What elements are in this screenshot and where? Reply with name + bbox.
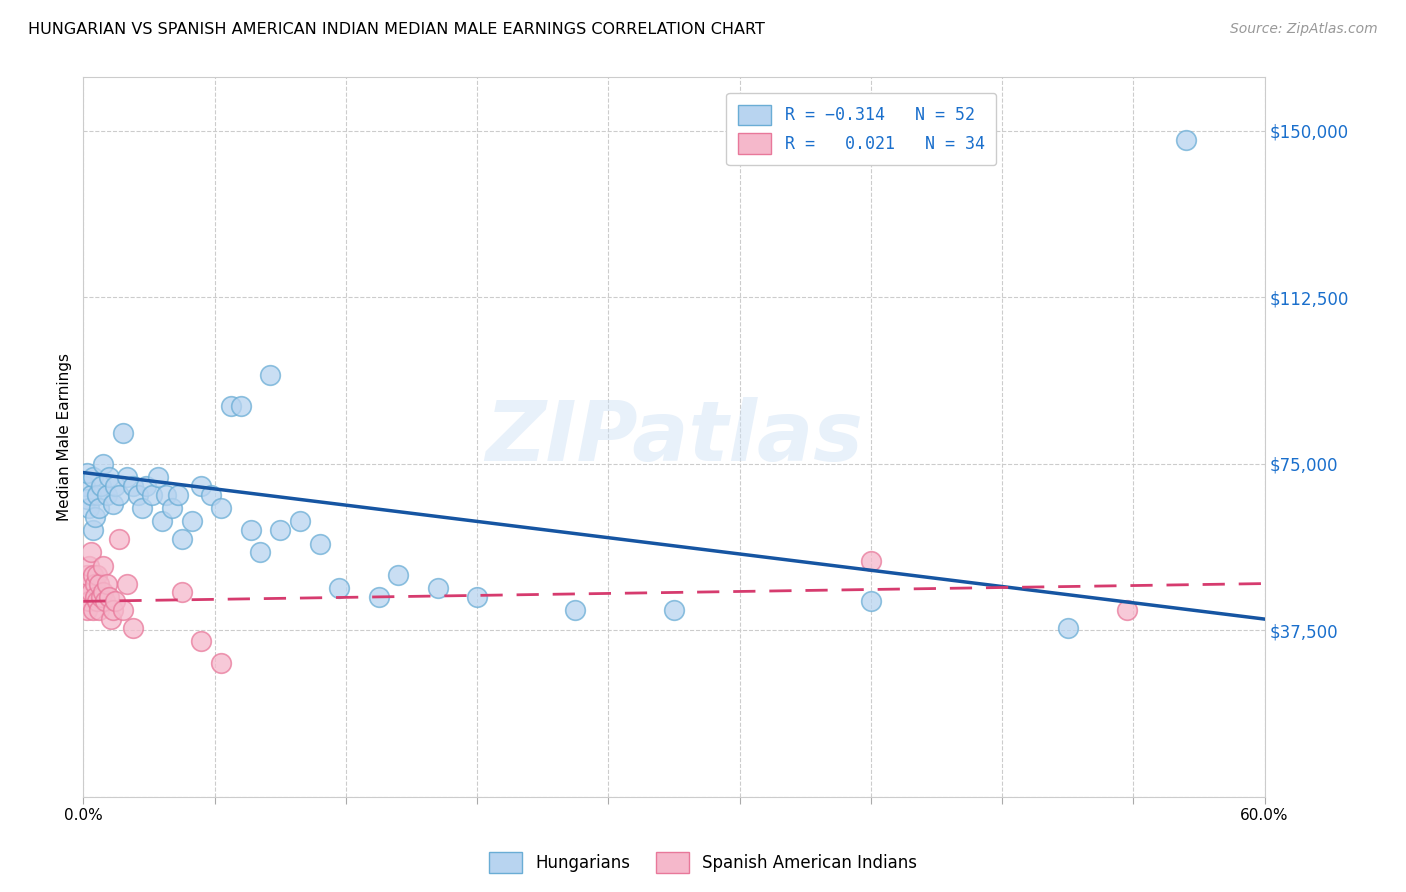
Point bbox=[328, 581, 350, 595]
Legend: Hungarians, Spanish American Indians: Hungarians, Spanish American Indians bbox=[482, 846, 924, 880]
Point bbox=[150, 515, 173, 529]
Point bbox=[86, 594, 108, 608]
Point bbox=[97, 590, 120, 604]
Point bbox=[91, 585, 114, 599]
Point bbox=[84, 590, 107, 604]
Point bbox=[160, 501, 183, 516]
Point bbox=[229, 399, 252, 413]
Text: ZIPatlas: ZIPatlas bbox=[485, 397, 863, 477]
Point bbox=[107, 532, 129, 546]
Point bbox=[288, 515, 311, 529]
Point bbox=[82, 470, 104, 484]
Point bbox=[96, 576, 118, 591]
Point bbox=[75, 590, 97, 604]
Point bbox=[170, 585, 193, 599]
Point bbox=[104, 594, 127, 608]
Point bbox=[200, 488, 222, 502]
Point bbox=[76, 492, 98, 507]
Point bbox=[1056, 621, 1078, 635]
Point bbox=[91, 457, 114, 471]
Point bbox=[1115, 603, 1137, 617]
Point bbox=[426, 581, 449, 595]
Point bbox=[465, 590, 488, 604]
Point bbox=[76, 603, 98, 617]
Point bbox=[166, 488, 188, 502]
Point bbox=[91, 558, 114, 573]
Point bbox=[76, 567, 98, 582]
Point bbox=[97, 470, 120, 484]
Point bbox=[662, 603, 685, 617]
Point bbox=[94, 594, 117, 608]
Point bbox=[219, 399, 242, 413]
Text: Source: ZipAtlas.com: Source: ZipAtlas.com bbox=[1230, 22, 1378, 37]
Point bbox=[141, 488, 163, 502]
Point bbox=[96, 488, 118, 502]
Point bbox=[249, 545, 271, 559]
Point bbox=[190, 479, 212, 493]
Point bbox=[86, 567, 108, 582]
Point bbox=[259, 368, 281, 382]
Point bbox=[87, 603, 110, 617]
Point bbox=[155, 488, 177, 502]
Point bbox=[75, 576, 97, 591]
Point bbox=[269, 523, 291, 537]
Point bbox=[1174, 132, 1197, 146]
Point bbox=[859, 554, 882, 568]
Point bbox=[209, 657, 232, 671]
Point bbox=[104, 479, 127, 493]
Point bbox=[87, 576, 110, 591]
Point bbox=[82, 567, 104, 582]
Point bbox=[170, 532, 193, 546]
Point bbox=[90, 590, 112, 604]
Point bbox=[101, 497, 124, 511]
Point bbox=[77, 594, 100, 608]
Point bbox=[90, 479, 112, 493]
Point bbox=[131, 501, 153, 516]
Point bbox=[87, 501, 110, 516]
Point bbox=[367, 590, 389, 604]
Y-axis label: Median Male Earnings: Median Male Earnings bbox=[58, 353, 72, 521]
Point bbox=[77, 558, 100, 573]
Point bbox=[308, 536, 330, 550]
Point bbox=[127, 488, 149, 502]
Point bbox=[239, 523, 262, 537]
Point bbox=[121, 621, 143, 635]
Point bbox=[146, 470, 169, 484]
Point bbox=[84, 510, 107, 524]
Point bbox=[115, 576, 138, 591]
Point bbox=[121, 479, 143, 493]
Point bbox=[135, 479, 157, 493]
Point bbox=[115, 470, 138, 484]
Point bbox=[859, 594, 882, 608]
Point bbox=[75, 479, 97, 493]
Legend: R = −0.314   N = 52, R =   0.021   N = 34: R = −0.314 N = 52, R = 0.021 N = 34 bbox=[727, 93, 997, 165]
Point bbox=[80, 585, 103, 599]
Point bbox=[190, 634, 212, 648]
Point bbox=[82, 603, 104, 617]
Point bbox=[111, 425, 134, 440]
Point bbox=[82, 523, 104, 537]
Point bbox=[100, 612, 122, 626]
Point bbox=[564, 603, 586, 617]
Point bbox=[76, 466, 98, 480]
Point bbox=[107, 488, 129, 502]
Point bbox=[84, 576, 107, 591]
Point bbox=[209, 501, 232, 516]
Point bbox=[111, 603, 134, 617]
Point bbox=[101, 603, 124, 617]
Point bbox=[86, 488, 108, 502]
Point bbox=[80, 545, 103, 559]
Point bbox=[77, 501, 100, 516]
Text: HUNGARIAN VS SPANISH AMERICAN INDIAN MEDIAN MALE EARNINGS CORRELATION CHART: HUNGARIAN VS SPANISH AMERICAN INDIAN MED… bbox=[28, 22, 765, 37]
Point bbox=[387, 567, 409, 582]
Point bbox=[180, 515, 202, 529]
Point bbox=[80, 488, 103, 502]
